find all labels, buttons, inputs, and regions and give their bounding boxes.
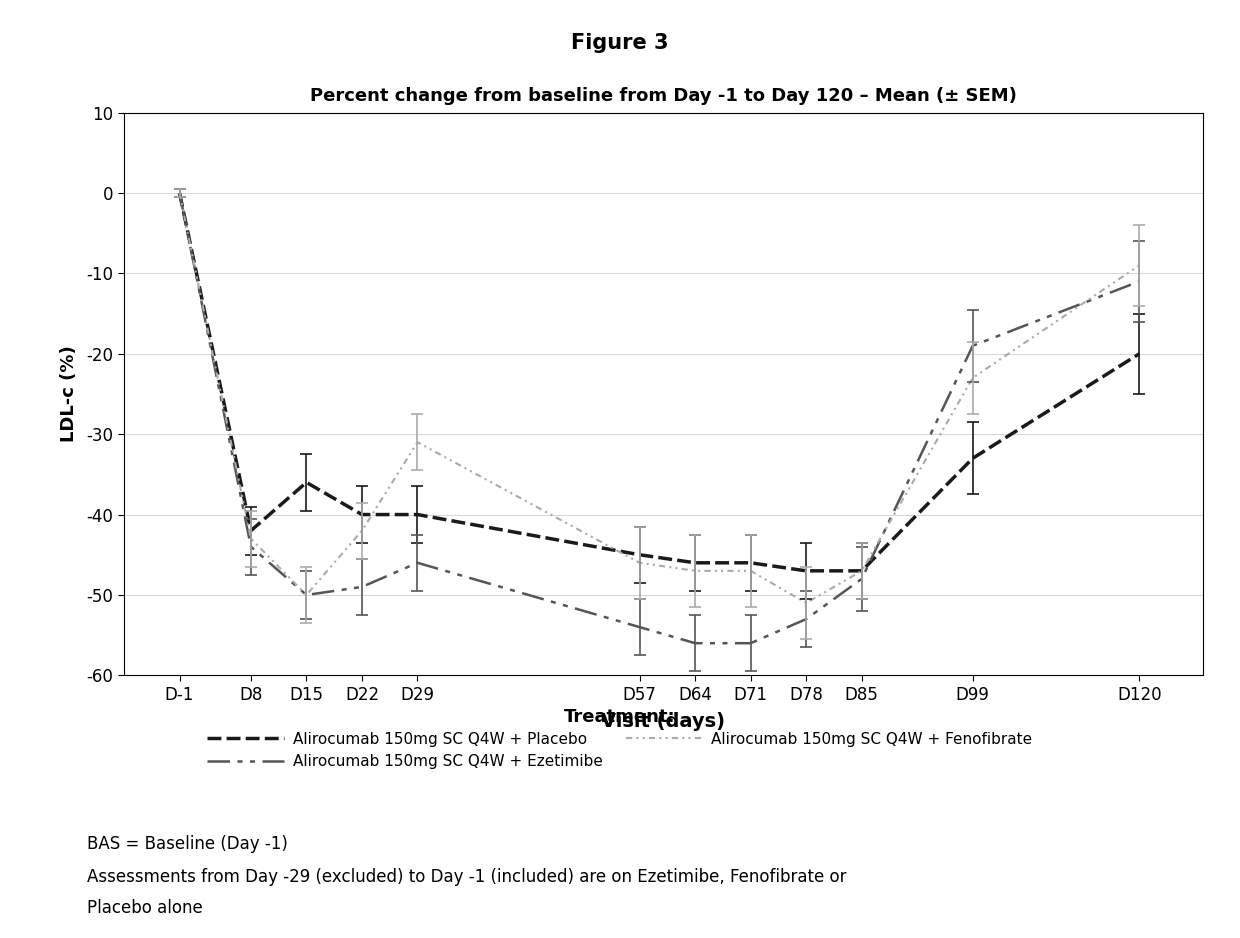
Text: Placebo alone: Placebo alone xyxy=(87,899,202,916)
Text: Treatment:: Treatment: xyxy=(564,708,676,726)
Text: BAS = Baseline (Day -1): BAS = Baseline (Day -1) xyxy=(87,835,288,853)
Text: Figure 3: Figure 3 xyxy=(572,33,668,53)
Legend: Alirocumab 150mg SC Q4W + Placebo, Alirocumab 150mg SC Q4W + Ezetimibe, Alirocum: Alirocumab 150mg SC Q4W + Placebo, Aliro… xyxy=(201,726,1039,776)
Y-axis label: LDL-c (%): LDL-c (%) xyxy=(61,345,78,443)
X-axis label: Visit (days): Visit (days) xyxy=(601,712,725,731)
Text: Assessments from Day -29 (excluded) to Day -1 (included) are on Ezetimibe, Fenof: Assessments from Day -29 (excluded) to D… xyxy=(87,868,846,885)
Title: Percent change from baseline from Day -1 to Day 120 – Mean (± SEM): Percent change from baseline from Day -1… xyxy=(310,87,1017,105)
